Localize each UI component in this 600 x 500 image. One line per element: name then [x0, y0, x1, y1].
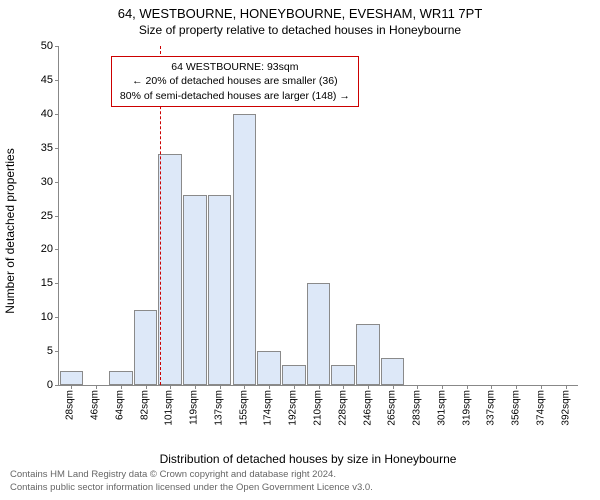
x-tick-label: 119sqm [189, 390, 200, 425]
footer-attribution: Contains HM Land Registry data © Crown c… [10, 469, 373, 494]
x-tick-label: 28sqm [65, 390, 76, 420]
x-tick-label: 392sqm [560, 390, 571, 426]
x-tick-label: 64sqm [114, 390, 125, 420]
y-axis-label: Number of detached properties [3, 148, 17, 313]
annotation-line-1: 64 WESTBOURNE: 93sqm [120, 60, 350, 74]
y-tick-label: 30 [41, 176, 59, 188]
y-tick-label: 10 [41, 311, 59, 323]
bar [208, 195, 231, 385]
y-tick-label: 35 [41, 142, 59, 154]
y-tick-label: 25 [41, 210, 59, 222]
x-tick-label: 174sqm [263, 390, 274, 426]
bar [60, 371, 83, 385]
y-tick-label: 45 [41, 74, 59, 86]
bar [134, 310, 157, 385]
bar [233, 114, 256, 385]
y-tick-label: 20 [41, 243, 59, 255]
bar [183, 195, 206, 385]
y-tick-label: 15 [41, 277, 59, 289]
x-tick-label: 246sqm [362, 390, 373, 426]
x-tick-label: 265sqm [387, 390, 398, 426]
x-tick-label: 210sqm [313, 390, 324, 426]
annotation-line-2: ← 20% of detached houses are smaller (36… [120, 74, 350, 88]
annotation-line-3: 80% of semi-detached houses are larger (… [120, 89, 350, 103]
chart-area: Number of detached properties 0510152025… [38, 46, 578, 416]
bar [109, 371, 132, 385]
chart-title: 64, WESTBOURNE, HONEYBOURNE, EVESHAM, WR… [0, 6, 600, 21]
x-tick-label: 283sqm [412, 390, 423, 426]
x-tick-label: 137sqm [213, 390, 224, 426]
x-tick-label: 46sqm [90, 390, 101, 420]
plot-area: 0510152025303540455064 WESTBOURNE: 93sqm… [58, 46, 578, 386]
y-tick-label: 50 [41, 40, 59, 52]
bar [282, 365, 305, 385]
x-tick-label: 101sqm [164, 390, 175, 426]
x-tick-label: 82sqm [139, 390, 150, 420]
x-tick-label: 356sqm [511, 390, 522, 426]
bar [381, 358, 404, 385]
x-tick-label: 192sqm [288, 390, 299, 426]
x-tick-label: 319sqm [461, 390, 472, 426]
x-tick-label: 301sqm [436, 390, 447, 426]
y-tick-label: 40 [41, 108, 59, 120]
chart-header: 64, WESTBOURNE, HONEYBOURNE, EVESHAM, WR… [0, 0, 600, 37]
x-tick-label: 155sqm [238, 390, 249, 426]
footer-line-1: Contains HM Land Registry data © Crown c… [10, 469, 373, 481]
x-tick-label: 337sqm [486, 390, 497, 426]
bar [356, 324, 379, 385]
footer-line-2: Contains public sector information licen… [10, 482, 373, 494]
bar [307, 283, 330, 385]
chart-subtitle: Size of property relative to detached ho… [0, 23, 600, 37]
bar [257, 351, 280, 385]
x-tick-label: 374sqm [535, 390, 546, 426]
annotation-box: 64 WESTBOURNE: 93sqm← 20% of detached ho… [111, 56, 359, 107]
x-tick-label: 228sqm [337, 390, 348, 426]
x-ticks: 28sqm46sqm64sqm82sqm101sqm119sqm137sqm15… [58, 386, 578, 416]
y-tick-label: 5 [47, 345, 59, 357]
bar [331, 365, 354, 385]
bar [158, 154, 181, 385]
x-axis-label: Distribution of detached houses by size … [38, 452, 578, 466]
